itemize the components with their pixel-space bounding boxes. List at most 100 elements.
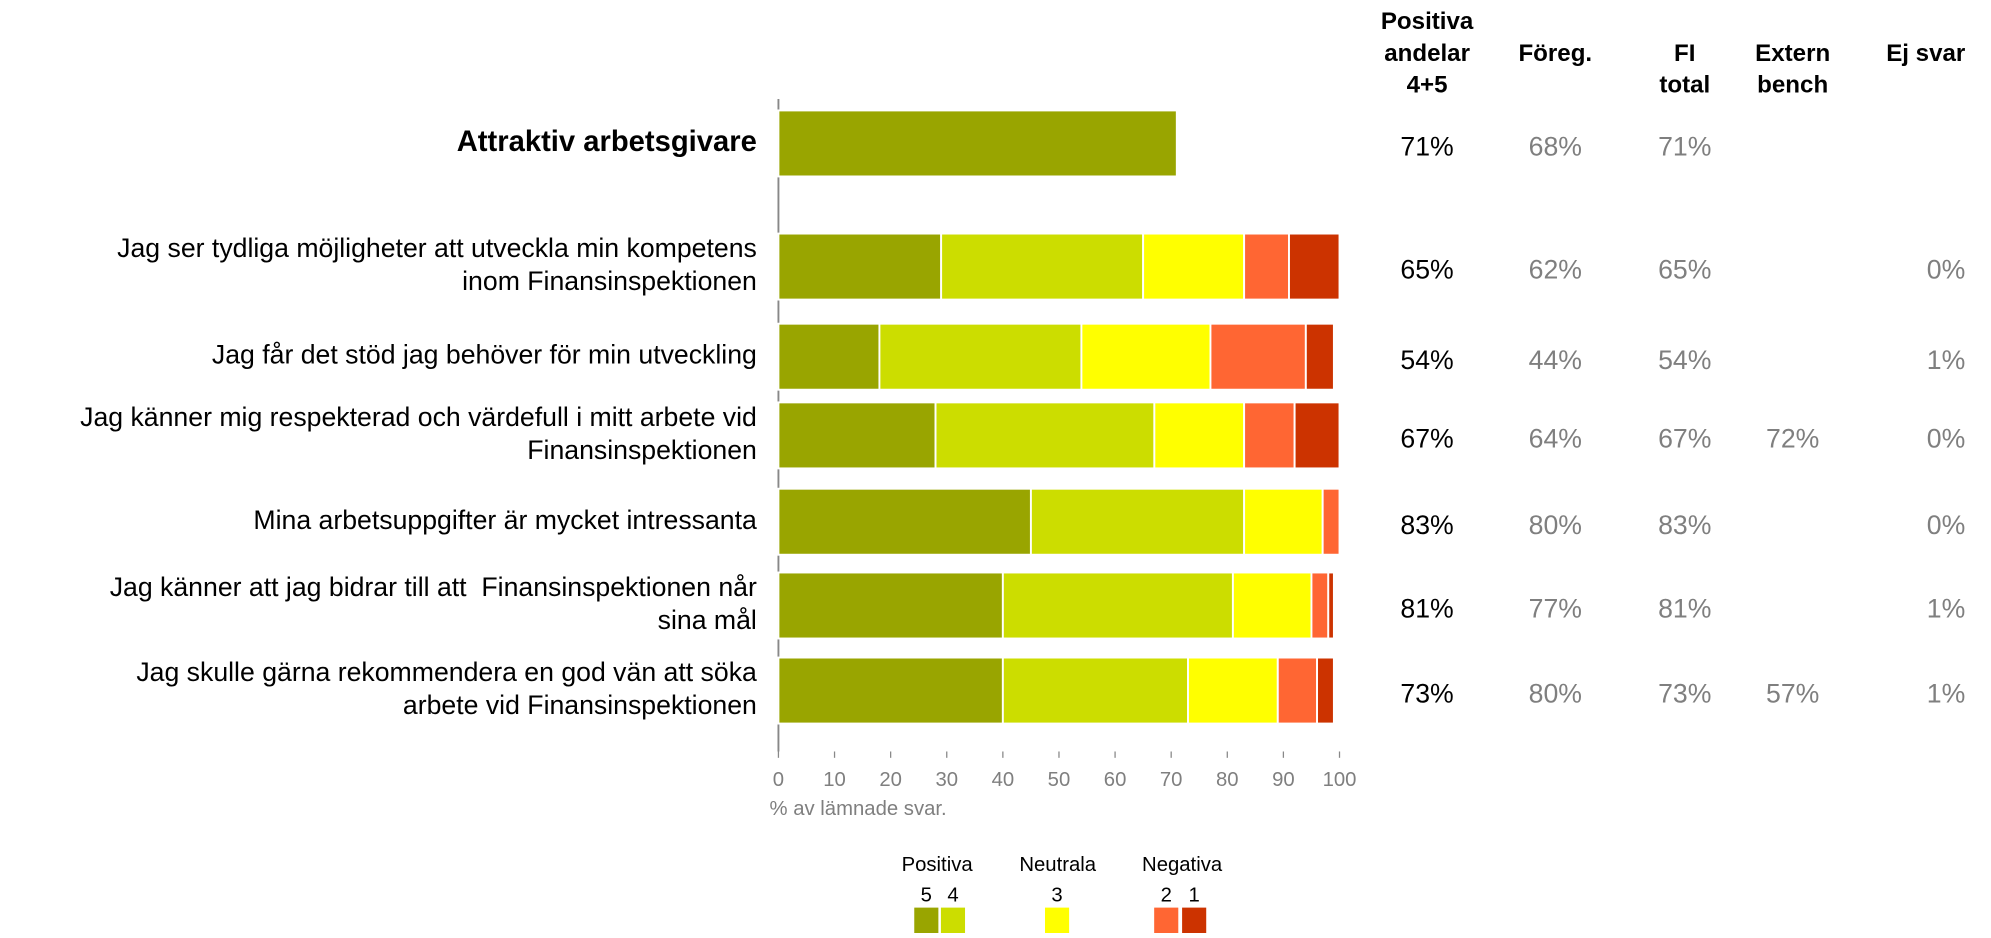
category-label: Jag känner att jag bidrar till att Finan… bbox=[110, 572, 757, 602]
bar-segment bbox=[1142, 232, 1246, 301]
legend-label: 4 bbox=[947, 885, 958, 907]
legend-group: Positiva bbox=[902, 854, 974, 876]
bar-segment bbox=[1080, 322, 1212, 391]
bar-segment bbox=[1310, 571, 1330, 640]
table-cell: 71% bbox=[1658, 132, 1711, 162]
table-cell: 68% bbox=[1529, 132, 1582, 162]
bar-segment bbox=[940, 232, 1145, 301]
table-cell: 83% bbox=[1400, 510, 1453, 540]
x-tick-label: 70 bbox=[1160, 769, 1183, 791]
table-cell: 54% bbox=[1658, 345, 1711, 375]
column-header: bench bbox=[1757, 72, 1828, 99]
table-cell: 1% bbox=[1927, 594, 1966, 624]
legend-swatch bbox=[940, 907, 966, 933]
bar-segment bbox=[1187, 656, 1279, 725]
bar-segment bbox=[934, 401, 1156, 470]
bar-segment bbox=[1243, 232, 1290, 301]
bar-segment bbox=[777, 232, 943, 301]
legend-swatch bbox=[1154, 907, 1179, 933]
column-header: Föreg. bbox=[1518, 40, 1592, 67]
category-label: Jag skulle gärna rekommendera en god vän… bbox=[136, 657, 757, 687]
table-cell: 73% bbox=[1400, 679, 1453, 709]
category-label: sina mål bbox=[658, 605, 757, 635]
x-tick-label: 20 bbox=[879, 769, 902, 791]
legend-label: 5 bbox=[921, 885, 932, 907]
category-label: Attraktiv arbetsgivare bbox=[457, 126, 757, 158]
x-tick-label: 60 bbox=[1104, 769, 1127, 791]
table-cell: 81% bbox=[1400, 594, 1453, 624]
category-label: Jag får det stöd jag behöver för min utv… bbox=[212, 340, 757, 370]
column-header: Positiva bbox=[1381, 8, 1474, 35]
x-tick-label: 100 bbox=[1323, 769, 1357, 791]
bar-segment bbox=[1304, 322, 1335, 391]
bar-segment bbox=[1243, 487, 1324, 556]
x-tick-label: 0 bbox=[773, 769, 784, 791]
table-cell: 67% bbox=[1400, 424, 1453, 454]
bar-segment bbox=[777, 656, 1004, 725]
x-tick-label: 10 bbox=[823, 769, 846, 791]
category-label: Mina arbetsuppgifter är mycket intressan… bbox=[253, 505, 757, 535]
table-cell: 1% bbox=[1927, 679, 1966, 709]
column-header: andelar bbox=[1384, 40, 1470, 67]
x-tick-label: 80 bbox=[1216, 769, 1239, 791]
bar-segment bbox=[1243, 401, 1296, 470]
legend-label: 3 bbox=[1051, 885, 1062, 907]
column-header: 4+5 bbox=[1407, 72, 1448, 99]
x-axis-label: % av lämnade svar. bbox=[770, 798, 947, 820]
column-header: total bbox=[1659, 72, 1710, 99]
column-header: FI bbox=[1674, 40, 1695, 67]
table-cell: 65% bbox=[1400, 255, 1453, 285]
bar-segment bbox=[1029, 487, 1246, 556]
table-cell: 77% bbox=[1529, 594, 1582, 624]
category-label: Jag ser tydliga möjligheter att utveckla… bbox=[117, 233, 757, 263]
table-cell: 64% bbox=[1529, 424, 1582, 454]
table-cell: 73% bbox=[1658, 679, 1711, 709]
bar-segment bbox=[1001, 656, 1189, 725]
x-tick-label: 40 bbox=[992, 769, 1015, 791]
legend-group: Neutrala bbox=[1019, 854, 1096, 876]
table-cell: 71% bbox=[1400, 132, 1453, 162]
table-cell: 83% bbox=[1658, 510, 1711, 540]
table-cell: 62% bbox=[1529, 255, 1582, 285]
x-tick-label: 50 bbox=[1048, 769, 1071, 791]
column-header: Ej svar bbox=[1886, 40, 1966, 67]
bar-segment bbox=[1231, 571, 1313, 640]
bar-segment bbox=[1276, 656, 1319, 725]
bar-segment bbox=[1001, 571, 1234, 640]
legend-label: 2 bbox=[1161, 885, 1172, 907]
table-cell: 44% bbox=[1529, 345, 1582, 375]
bar-segment bbox=[777, 109, 1178, 178]
table-cell: 80% bbox=[1529, 510, 1582, 540]
bar-segment bbox=[777, 571, 1004, 640]
x-tick-label: 90 bbox=[1272, 769, 1295, 791]
legend-swatch bbox=[914, 907, 939, 933]
bar-segment bbox=[1293, 401, 1341, 470]
table-cell: 1% bbox=[1927, 345, 1966, 375]
bar-segment bbox=[1209, 322, 1307, 391]
category-label: Finansinspektionen bbox=[527, 435, 757, 465]
table-cell: 54% bbox=[1400, 345, 1453, 375]
bar-segment bbox=[878, 322, 1083, 391]
category-label: arbete vid Finansinspektionen bbox=[403, 690, 757, 720]
table-cell: 0% bbox=[1927, 255, 1966, 285]
bar-segment bbox=[1321, 487, 1341, 556]
table-cell: 67% bbox=[1658, 424, 1711, 454]
legend-group: Negativa bbox=[1142, 854, 1223, 876]
x-tick-label: 30 bbox=[935, 769, 958, 791]
bar-segment bbox=[1316, 656, 1335, 725]
bar-segment bbox=[1153, 401, 1246, 470]
table-cell: 80% bbox=[1529, 679, 1582, 709]
bar-segment bbox=[1327, 571, 1335, 640]
category-label: Jag känner mig respekterad och värdefull… bbox=[80, 402, 757, 432]
table-cell: 81% bbox=[1658, 594, 1711, 624]
bar-segment bbox=[777, 322, 881, 391]
table-cell: 57% bbox=[1766, 679, 1819, 709]
category-label: inom Finansinspektionen bbox=[462, 266, 757, 296]
legend-swatch bbox=[1182, 907, 1207, 933]
table-cell: 0% bbox=[1927, 424, 1966, 454]
legend-label: 1 bbox=[1189, 885, 1200, 907]
bar-segment bbox=[1288, 232, 1341, 301]
column-header: Extern bbox=[1755, 40, 1830, 67]
bar-segment bbox=[777, 487, 1032, 556]
